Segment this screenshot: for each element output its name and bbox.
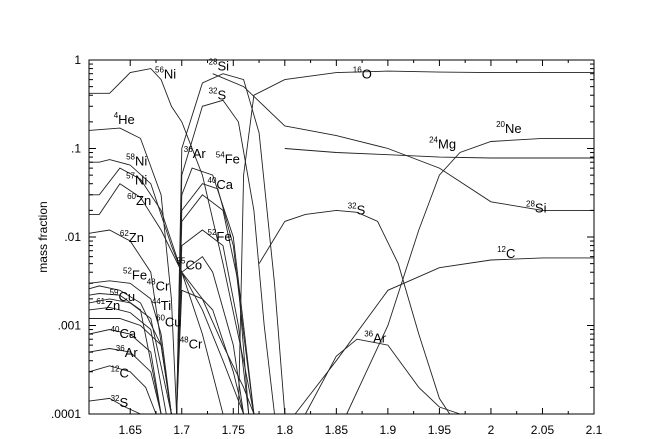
series-line-7	[346, 137, 594, 415]
x-tick-label-9: 2.1	[586, 423, 603, 437]
series-line-12	[89, 167, 245, 415]
isotope-label-13: 32S	[348, 201, 366, 217]
isotope-label-30: 32S	[111, 394, 129, 410]
isotope-label-0: 56Ni	[155, 65, 176, 81]
isotope-label-16: 52Fe	[208, 228, 232, 244]
isotope-label-14: 28Si	[526, 199, 547, 215]
isotope-label-3: 16O	[353, 65, 372, 81]
series-line-15	[176, 167, 255, 415]
x-tick-label-6: 1.95	[428, 423, 452, 437]
isotope-label-4: 4He	[114, 111, 135, 127]
series-line-11	[89, 159, 255, 415]
isotope-label-5: 24Mg	[429, 136, 456, 152]
isotope-label-17: 12C	[497, 245, 515, 261]
x-tick-label-0: 1.65	[119, 423, 143, 437]
isotope-label-7: 58Ni	[126, 153, 147, 169]
series-line-18	[176, 229, 250, 415]
isotope-label-21: 59Cu	[110, 288, 136, 304]
x-tick-label-5: 1.9	[380, 423, 397, 437]
isotope-label-23: 44Ti	[152, 297, 171, 313]
isotope-label-11: 40Ca	[208, 176, 234, 192]
series-line-4	[237, 70, 594, 415]
series-line-24	[88, 298, 172, 415]
isotope-label-26: 48Cr	[180, 336, 203, 352]
isotope-label-10: 54Fe	[216, 150, 240, 166]
isotope-label-9: 36Ar	[184, 145, 207, 161]
tick-layer: 1.65 1.7 1.75 1.8 1.85 1.9 1.95 2 2.05 2.1 .0001 .0…	[51, 53, 603, 437]
series-line-6	[284, 148, 594, 159]
series-line-28	[88, 348, 162, 415]
series-line-0	[89, 68, 255, 415]
isotope-label-2: 32S	[209, 86, 227, 102]
y-axis-label: mass fraction	[36, 201, 50, 272]
x-tick-label-8: 2.05	[531, 423, 555, 437]
isotope-label-22: 61Zn	[96, 297, 120, 313]
isotope-label-1: 28Si	[209, 58, 230, 74]
series-line-30	[88, 397, 141, 415]
isotope-label-12: 60Zn	[127, 192, 151, 208]
isotope-label-29: 12C	[111, 364, 129, 380]
series-line-3	[176, 99, 275, 415]
series-line-19	[176, 255, 245, 415]
x-tick-label-2: 1.75	[222, 423, 246, 437]
x-tick-label-3: 1.8	[276, 423, 293, 437]
isotope-label-8: 57Ni	[126, 172, 147, 188]
isotope-label-18: 55Co	[177, 256, 203, 272]
y-tick-label-2: .01	[64, 230, 81, 244]
isotope-label-25: 40Ca	[111, 325, 137, 341]
series-line-1	[88, 127, 178, 415]
series-line-13	[89, 183, 224, 415]
isotope-label-6: 20Ne	[496, 120, 522, 136]
series-line-9	[294, 257, 594, 415]
series-line-27	[88, 329, 162, 415]
series-line-20	[176, 289, 245, 415]
annotation-layer: 56Ni 28Si 32S 16O 4He 24Mg 20Ne 58Ni 57Ni 36Ar 54F…	[96, 58, 546, 411]
y-tick-label-0: .0001	[51, 407, 81, 421]
isotope-label-19: 52Fe	[123, 267, 147, 283]
series-line-23	[88, 293, 162, 415]
isotope-label-20: 48Cr	[147, 277, 170, 293]
y-tick-label-1: .001	[58, 319, 82, 333]
series-line-16	[176, 183, 255, 415]
series-line-29	[88, 365, 157, 415]
series-line-10	[305, 338, 461, 415]
y-tick-label-3: .1	[71, 142, 81, 156]
curve-layer	[88, 68, 594, 415]
series-line-21	[88, 280, 172, 415]
y-tick-label-4: 1	[74, 53, 81, 67]
series-line-25	[88, 306, 167, 415]
x-tick-label-7: 2	[488, 423, 495, 437]
isotope-label-15: 62Zn	[120, 229, 144, 245]
series-line-26	[89, 318, 172, 415]
isotope-label-24: 60Cu	[156, 313, 182, 329]
series-line-14	[88, 229, 172, 415]
series-line-5	[212, 73, 594, 211]
x-tick-label-1: 1.7	[173, 423, 190, 437]
series-line-2	[176, 73, 286, 415]
series-line-17	[176, 194, 250, 415]
isotope-label-27: 36Ar	[364, 330, 387, 346]
x-tick-label-4: 1.85	[325, 423, 349, 437]
series-line-8	[258, 209, 451, 415]
isotope-label-28: 36Ar	[116, 344, 139, 360]
